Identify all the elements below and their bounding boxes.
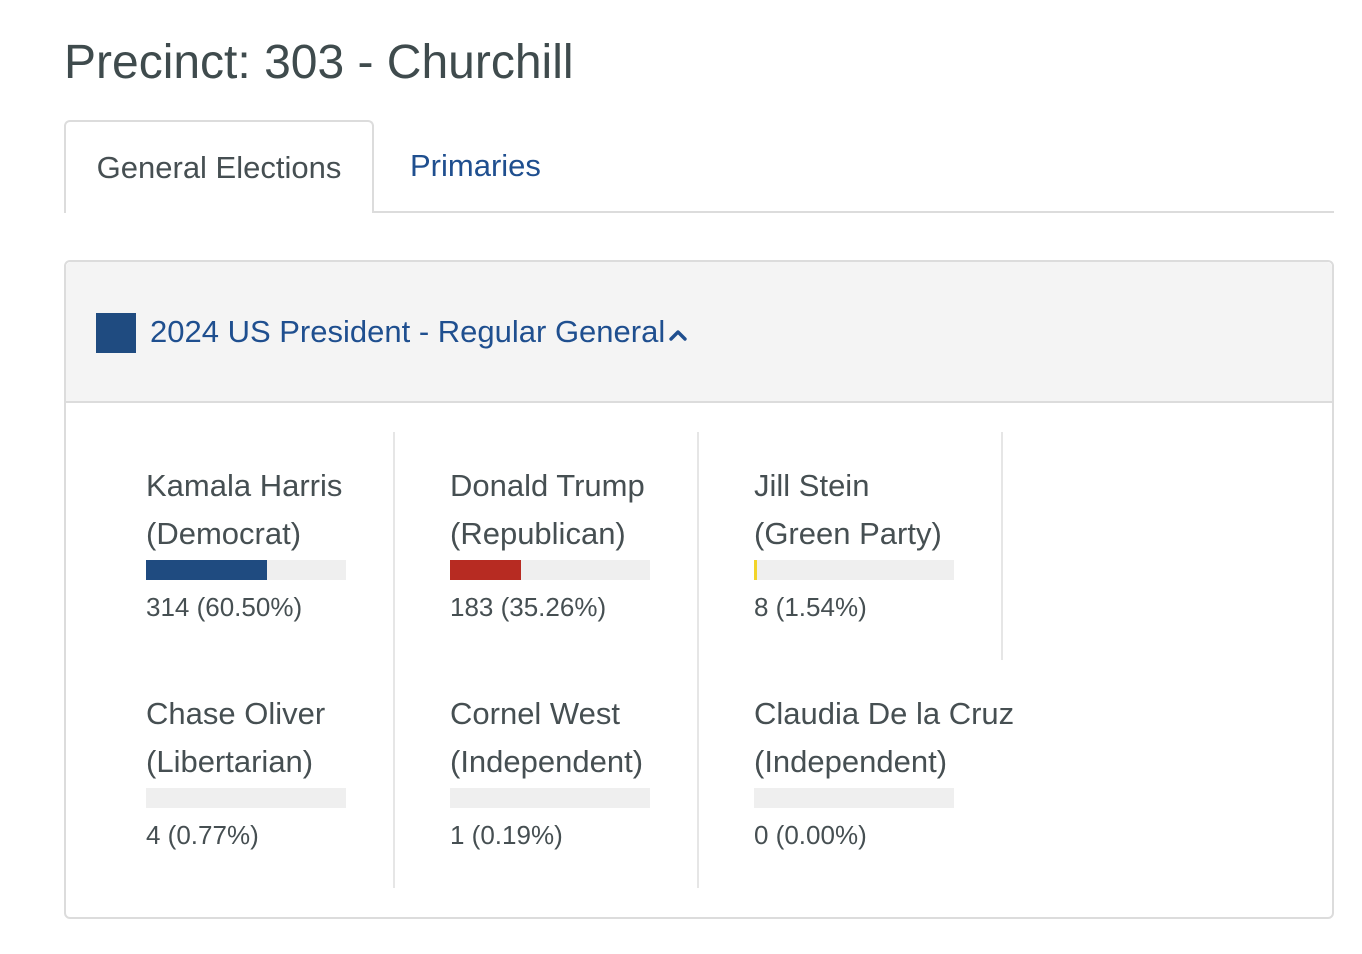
candidate-party: (Democrat) [146, 516, 302, 551]
candidate-party: (Green Party) [754, 516, 942, 551]
candidate-votes: 183 (35.26%) [450, 592, 607, 622]
vote-share-bar-fill [754, 560, 758, 580]
candidate-name: Jill Stein [754, 468, 870, 503]
vote-share-bar [146, 788, 346, 808]
vote-share-bar-fill [146, 788, 149, 808]
vote-share-bar-fill [450, 560, 521, 580]
vote-share-bar [450, 788, 650, 808]
candidate-name: Donald Trump [450, 468, 645, 503]
candidate-result: Cornel West (Independent) 1 (0.19%) [370, 690, 673, 852]
vote-share-bar-fill [450, 788, 453, 808]
vote-share-bar [754, 560, 954, 580]
candidate-votes: 1 (0.19%) [450, 820, 563, 850]
candidate-party: (Independent) [754, 744, 948, 779]
candidate-party: (Republican) [450, 516, 626, 551]
race-color-swatch [96, 313, 136, 353]
tab-primaries[interactable]: Primaries [410, 148, 541, 183]
candidate-result: Donald Trump (Republican) 183 (35.26%) [370, 462, 673, 624]
race-header[interactable]: 2024 US President - Regular General [66, 262, 1332, 403]
candidate-party: (Libertarian) [146, 744, 314, 779]
election-tabs: General Elections Primaries [64, 120, 1334, 213]
candidate-name: Claudia De la Cruz [754, 696, 1015, 731]
race-panel: 2024 US President - Regular General Kama… [64, 260, 1334, 919]
candidate-result: Claudia De la Cruz (Independent) 0 (0.00%) [674, 690, 1015, 852]
vote-share-bar [450, 560, 650, 580]
candidate-votes: 0 (0.00%) [754, 820, 867, 850]
candidate-name: Chase Oliver [146, 696, 326, 731]
candidate-result: Chase Oliver (Libertarian) 4 (0.77%) [66, 690, 369, 852]
column-divider [697, 432, 699, 888]
candidate-result: Kamala Harris (Democrat) 314 (60.50%) [66, 462, 369, 624]
candidate-name: Kamala Harris [146, 468, 343, 503]
candidate-party: (Independent) [450, 744, 644, 779]
column-divider [1001, 432, 1003, 660]
column-divider [393, 432, 395, 888]
candidate-votes: 314 (60.50%) [146, 592, 303, 622]
vote-share-bar [754, 788, 954, 808]
candidate-votes: 4 (0.77%) [146, 820, 259, 850]
tab-general-elections[interactable]: General Elections [64, 120, 374, 213]
chevron-up-icon[interactable] [668, 328, 688, 342]
race-title[interactable]: 2024 US President - Regular General [150, 314, 666, 349]
page-title: Precinct: 303 - Churchill [64, 36, 574, 89]
vote-share-bar [146, 560, 346, 580]
candidate-result: Jill Stein (Green Party) 8 (1.54%) [674, 462, 977, 624]
candidate-name: Cornel West [450, 696, 620, 731]
candidate-votes: 8 (1.54%) [754, 592, 867, 622]
vote-share-bar-fill [146, 560, 267, 580]
